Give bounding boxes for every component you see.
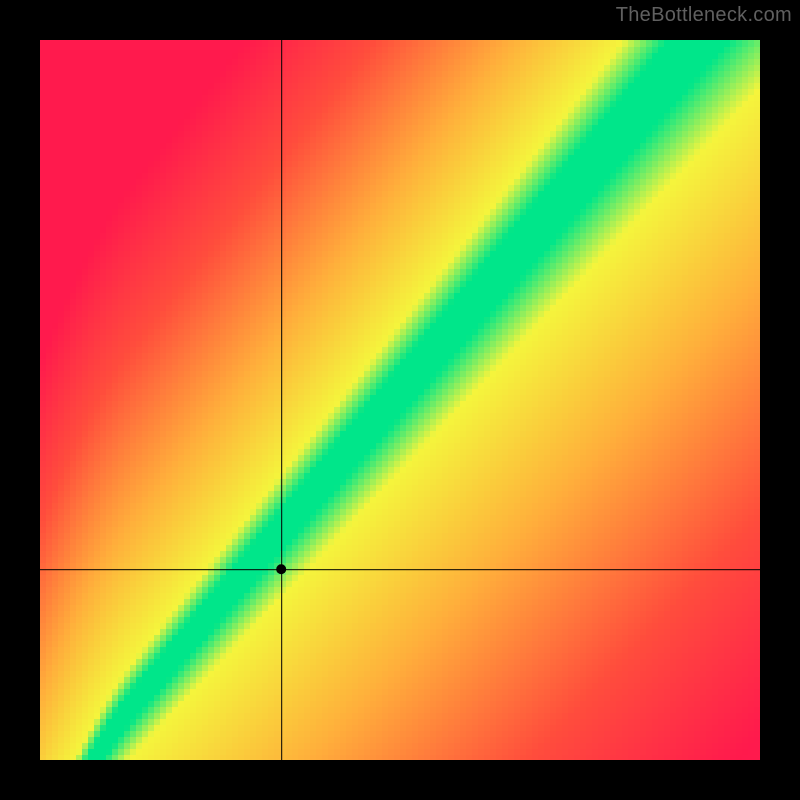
heatmap-canvas	[40, 40, 760, 760]
chart-container: TheBottleneck.com	[0, 0, 800, 800]
attribution-label: TheBottleneck.com	[616, 4, 792, 27]
